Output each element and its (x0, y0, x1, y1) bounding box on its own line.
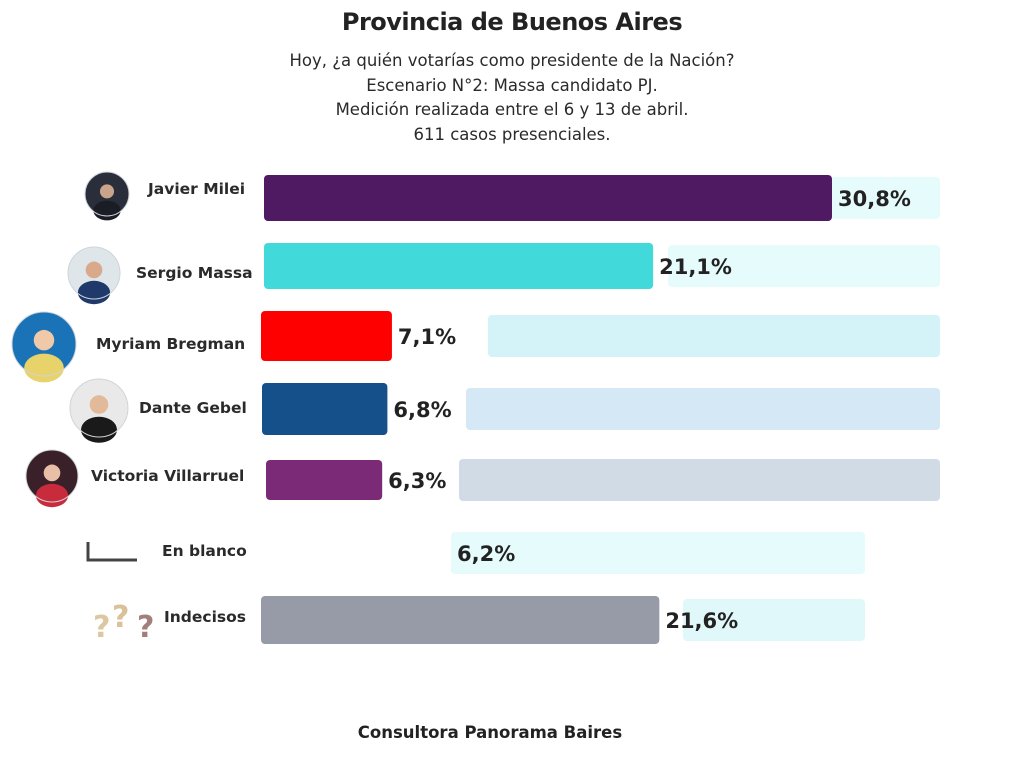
subtitle-line-3: Medición realizada entre el 6 y 13 de ab… (335, 100, 689, 119)
name-label-javier-milei: Javier Milei (147, 180, 245, 198)
avatar-dante-gebel (69, 378, 129, 443)
avatar-victoria-villarruel (25, 449, 79, 508)
name-label-victoria-villarruel: Victoria Villarruel (91, 467, 244, 485)
name-label-dante-gebel: Dante Gebel (139, 399, 247, 417)
avatar-javier-milei (84, 171, 130, 221)
svg-text:?: ? (137, 610, 154, 645)
bar-track-en-blanco (451, 532, 865, 574)
subtitle-line-2: Escenario N°2: Massa candidato PJ. (366, 75, 658, 95)
bar-track-sergio-massa (668, 245, 940, 287)
bar-javier-milei (264, 175, 832, 221)
value-label-en-blanco: 6,2% (457, 542, 515, 566)
name-label-indecisos: Indecisos (164, 608, 246, 626)
bar-myriam-bregman (261, 311, 392, 361)
value-label-myriam-bregman: 7,1% (398, 325, 456, 349)
bar-track-indecisos (683, 599, 865, 641)
bar-indecisos (261, 596, 660, 644)
name-label-sergio-massa: Sergio Massa (136, 264, 253, 282)
value-label-victoria-villarruel: 6,3% (388, 469, 446, 493)
value-label-sergio-massa: 21,1% (659, 255, 732, 279)
chart-subtitle: Hoy, ¿a quién votarías como presidente d… (0, 49, 1024, 147)
blank-ballot-icon (86, 542, 137, 562)
svg-text:?: ? (93, 610, 110, 645)
bar-dante-gebel (262, 383, 388, 435)
value-label-indecisos: 21,6% (665, 609, 738, 633)
name-label-en-blanco: En blanco (162, 542, 247, 560)
avatar-sergio-massa (67, 246, 121, 305)
name-label-myriam-bregman: Myriam Bregman (96, 335, 245, 353)
bar-track-javier-milei (830, 177, 940, 219)
value-label-dante-gebel: 6,8% (393, 398, 451, 422)
bar-sergio-massa (264, 243, 654, 289)
bar-victoria-villarruel (266, 460, 383, 500)
bar-track-dante-gebel (466, 388, 940, 430)
subtitle-line-1: Hoy, ¿a quién votarías como presidente d… (289, 51, 735, 70)
svg-text:?: ? (112, 600, 129, 635)
source-credit: Consultora Panorama Baires (357, 723, 623, 742)
bar-track-myriam-bregman (488, 315, 940, 357)
chart-title: Provincia de Buenos Aires (341, 8, 683, 36)
question-marks-icon: ??? (93, 600, 154, 645)
avatar-myriam-bregman (11, 311, 77, 383)
bar-track-victoria-villarruel (459, 459, 940, 501)
subtitle-line-4: 611 casos presenciales. (413, 124, 611, 144)
value-label-javier-milei: 30,8% (838, 187, 911, 211)
